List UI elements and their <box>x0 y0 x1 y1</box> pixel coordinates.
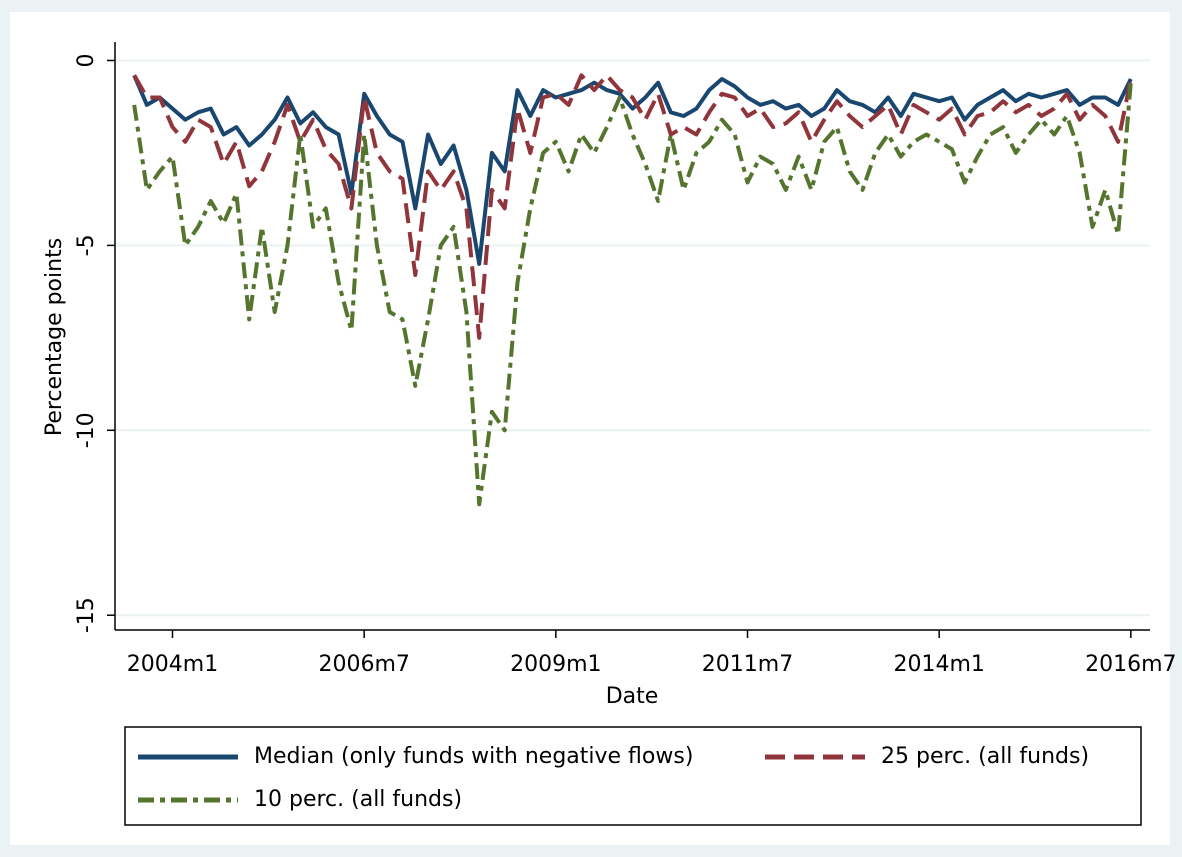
legend-label: Median (only funds with negative flows) <box>254 744 693 769</box>
y-axis-title: Percentage points <box>42 238 67 436</box>
series-line <box>132 82 1133 507</box>
y-tick-label: 0 <box>74 53 99 67</box>
x-tick-label: 2006m7 <box>318 652 409 677</box>
x-tick-label: 2014m1 <box>893 652 984 677</box>
y-tick-label: -15 <box>74 597 99 633</box>
x-tick-label: 2016m7 <box>1085 652 1176 677</box>
x-tick-label: 2004m1 <box>127 652 218 677</box>
legend-box <box>124 726 1142 826</box>
legend-label: 25 perc. (all funds) <box>881 744 1089 769</box>
graph-region <box>10 12 1170 845</box>
series-line <box>132 73 1133 340</box>
x-tick-label: 2009m1 <box>510 652 601 677</box>
y-tick-label: -5 <box>74 234 99 256</box>
x-tick-label: 2011m7 <box>702 652 793 677</box>
y-tick-label: -10 <box>74 412 99 448</box>
series-line <box>132 74 1133 266</box>
x-axis-title: Date <box>606 684 659 709</box>
legend-label: 10 perc. (all funds) <box>254 787 462 812</box>
